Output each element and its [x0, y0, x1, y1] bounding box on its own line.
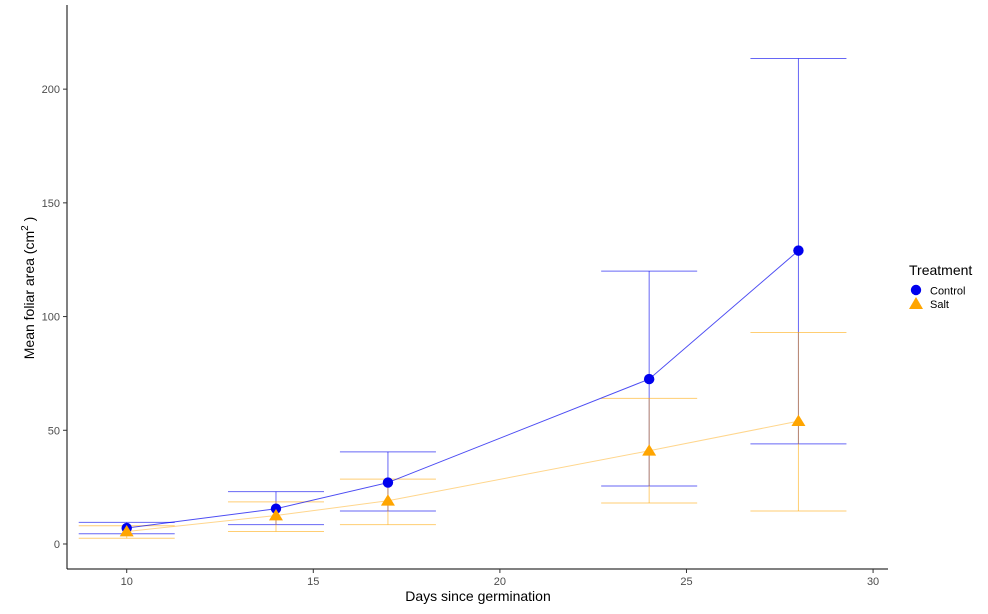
x-tick-label: 25 [680, 576, 692, 588]
y-ticks: 0 50 100 150 200 [42, 84, 67, 551]
point-salt [791, 414, 806, 427]
point-salt [268, 509, 283, 521]
legend: Treatment Control Salt [909, 262, 972, 311]
point-salt [642, 444, 657, 456]
y-axis-title-end: ) [21, 217, 37, 226]
y-axis-title-main: Mean foliar area (cm [21, 231, 37, 359]
x-tick-label: 30 [867, 576, 879, 588]
y-tick-label: 150 [42, 198, 60, 210]
y-tick-label: 200 [42, 84, 60, 96]
legend-label-salt: Salt [930, 299, 949, 311]
x-tick-label: 15 [307, 576, 319, 588]
x-ticks: 10 15 20 25 30 [121, 569, 879, 588]
plot-content [78, 57, 847, 539]
legend-title: Treatment [909, 262, 972, 278]
y-tick-label: 0 [54, 539, 60, 551]
y-tick-label: 100 [42, 312, 60, 324]
y-axis-title: Mean foliar area (cm2 ) [20, 217, 37, 360]
point-control [643, 373, 655, 385]
point-control [793, 245, 804, 256]
point-control [382, 477, 394, 488]
legend-key-salt [909, 297, 923, 309]
legend-key-control [910, 284, 922, 296]
x-tick-label: 10 [121, 576, 133, 588]
point-control [270, 503, 282, 514]
y-axis-title-superscript: 2 [20, 225, 31, 231]
legend-label-control: Control [930, 286, 965, 298]
x-tick-label: 20 [494, 576, 506, 588]
point-salt [380, 494, 395, 506]
x-axis-title: Days since germination [405, 588, 551, 604]
y-tick-label: 50 [48, 425, 60, 437]
point-salt [119, 524, 134, 537]
